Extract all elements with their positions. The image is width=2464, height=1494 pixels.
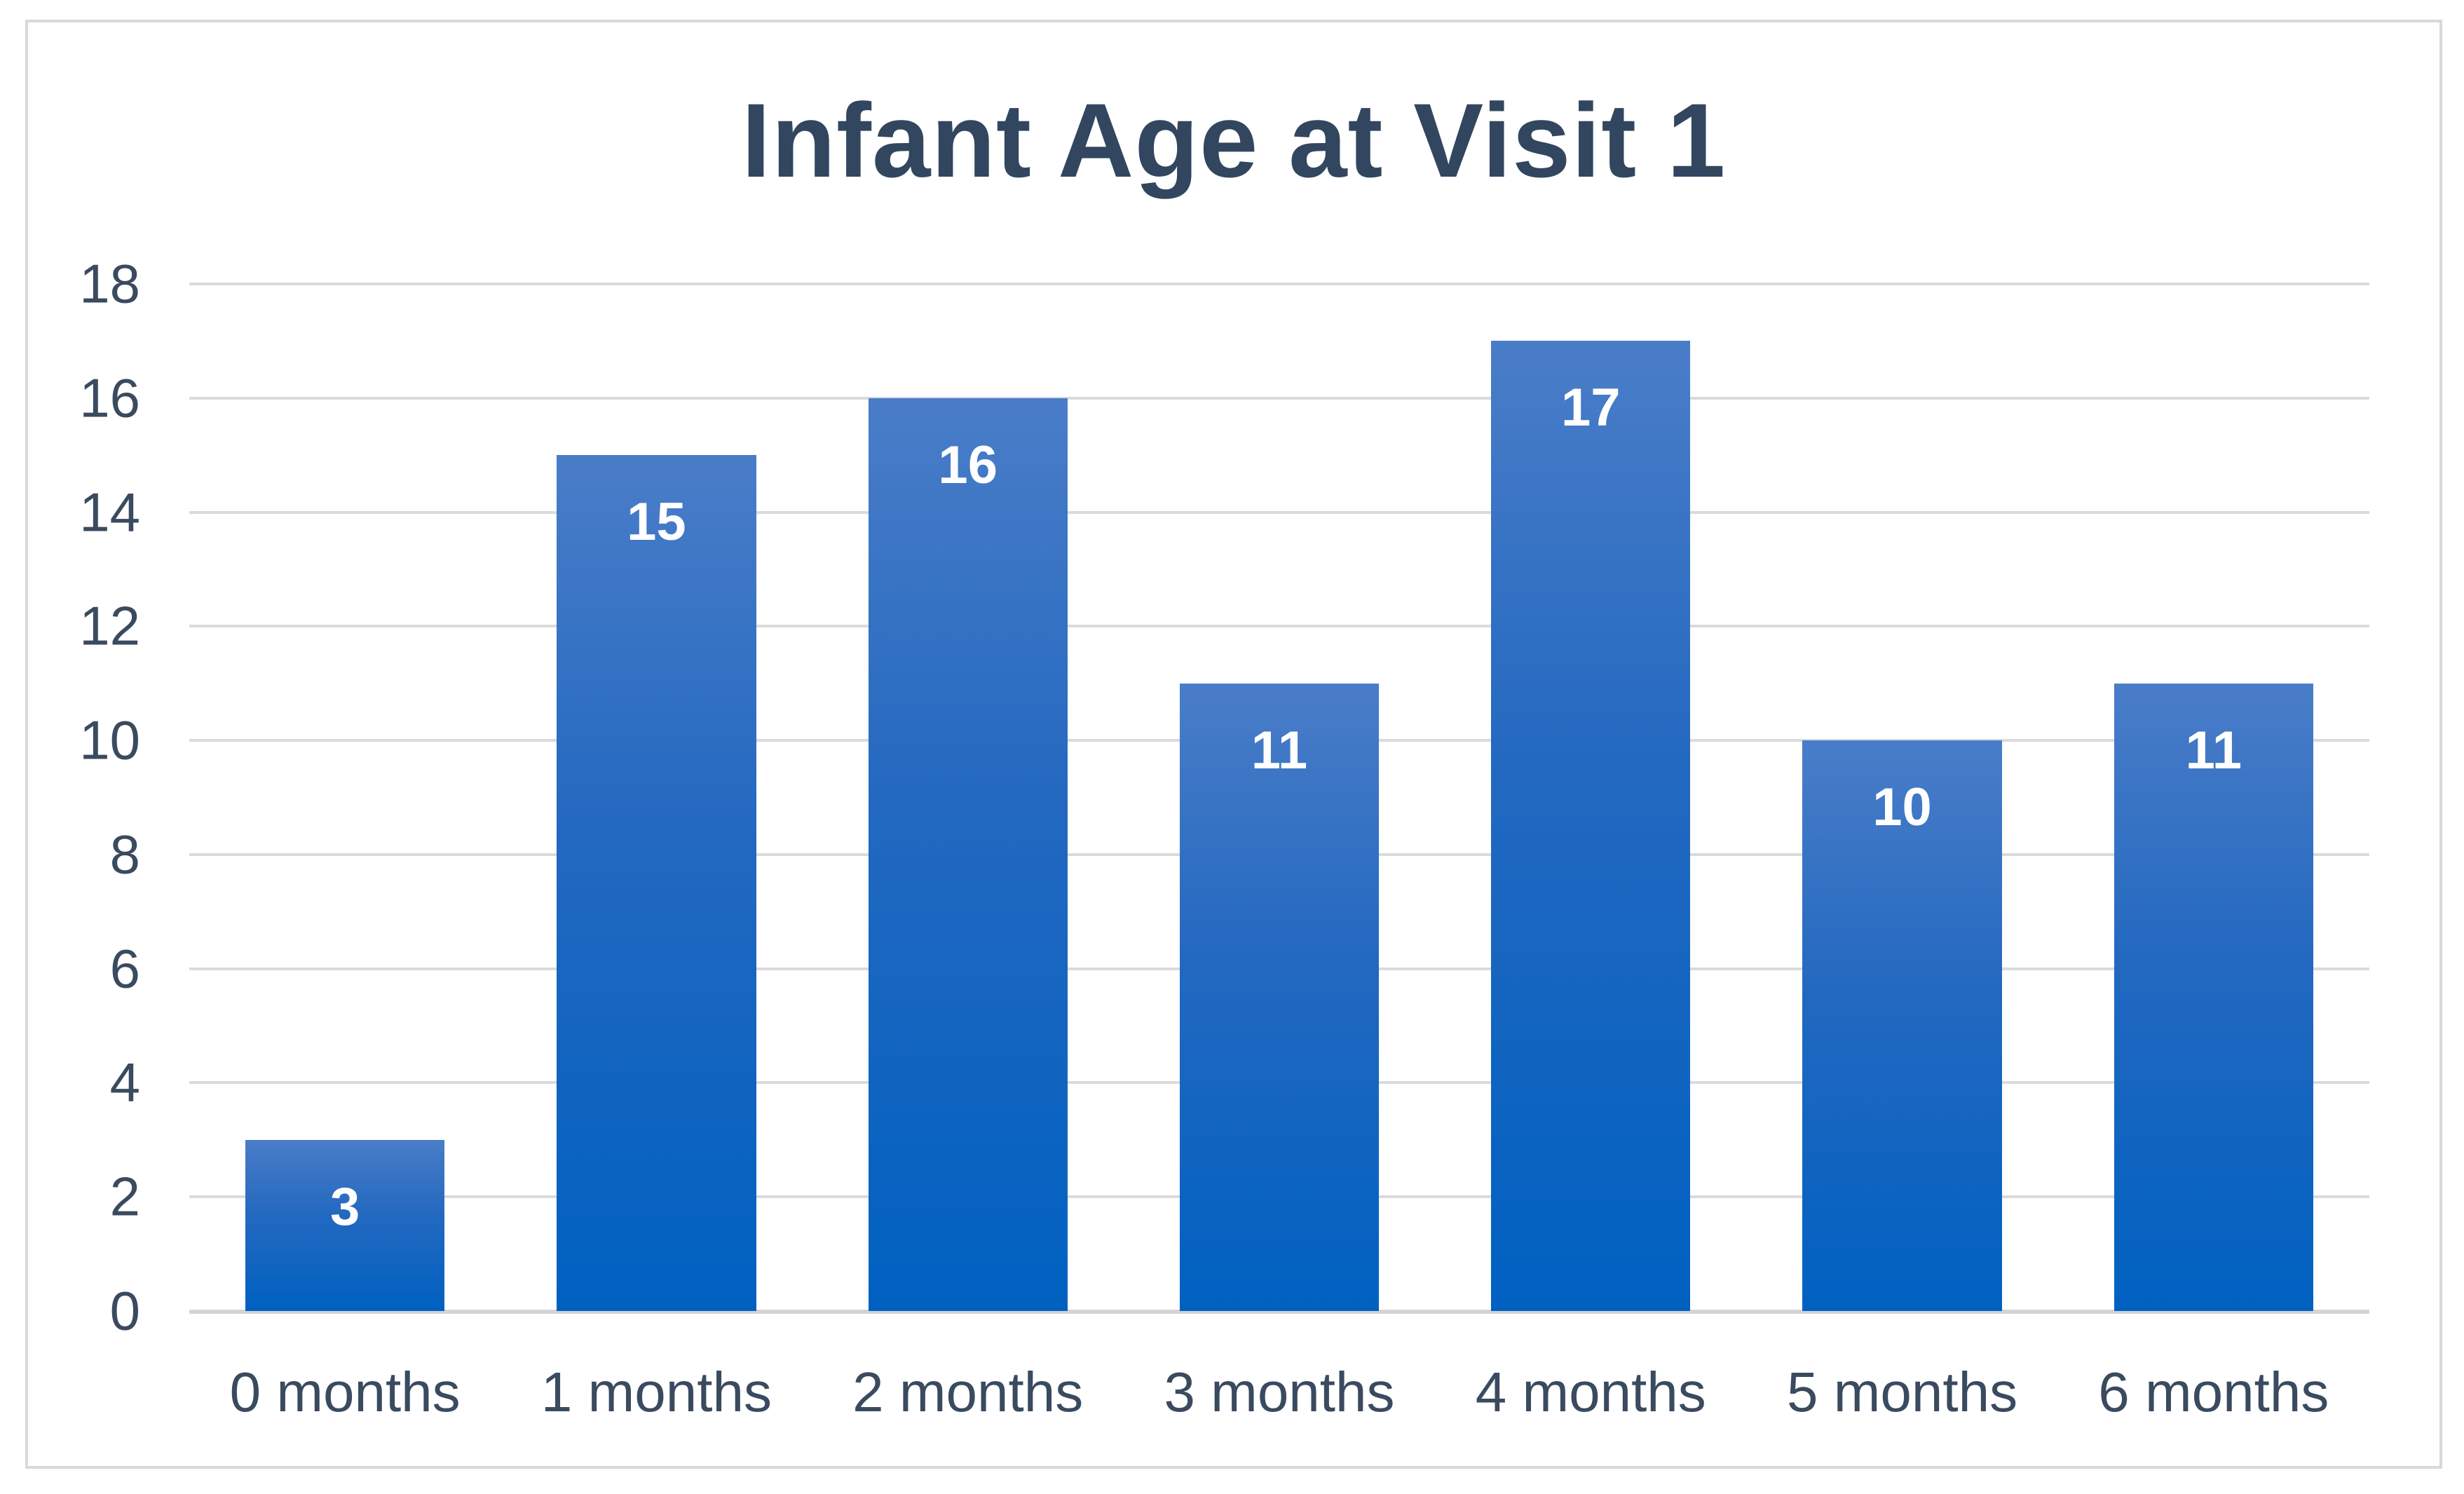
bar: 15 (557, 455, 756, 1311)
y-tick-label: 12 (79, 595, 140, 657)
chart-frame: Infant Age at Visit 1 0 2 4 6 8 10 12 14 16 18 3 1… (25, 20, 2442, 1469)
chart-title: Infant Age at Visit 1 (741, 81, 1727, 199)
bar: 11 (2114, 683, 2313, 1311)
y-tick-label: 2 (109, 1165, 140, 1228)
bar: 10 (1802, 740, 2002, 1311)
plot-area: 0 2 4 6 8 10 12 14 16 18 3 15 16 11 17 10 11 (79, 253, 2369, 1342)
bar: 16 (868, 398, 1068, 1311)
y-tick-label: 14 (79, 481, 140, 543)
gridline (189, 396, 2369, 400)
bar-value-label: 16 (938, 435, 998, 495)
x-tick-label: 2 months (852, 1361, 1084, 1423)
y-tick-label: 18 (79, 252, 140, 315)
y-tick-label: 0 (109, 1279, 140, 1342)
gridline (189, 510, 2369, 514)
bar-slot: 10 (1746, 284, 2057, 1311)
x-tick-label: 5 months (1787, 1361, 2018, 1423)
x-tick-label: 6 months (2098, 1361, 2329, 1423)
bar-value-label: 3 (329, 1176, 360, 1237)
x-tick-label: 4 months (1475, 1361, 1706, 1423)
bar: 11 (1179, 683, 1380, 1311)
x-tick-label: 0 months (229, 1361, 461, 1423)
bar-value-label: 11 (2185, 720, 2242, 780)
gridline (189, 625, 2369, 628)
bar-value-label: 15 (627, 492, 686, 552)
y-tick-label: 10 (79, 709, 140, 771)
x-axis-line (189, 1310, 2369, 1314)
x-tick-label: 3 months (1164, 1361, 1395, 1423)
bar-series: 3 15 16 11 17 10 11 (189, 284, 2369, 1311)
bar-value-label: 11 (1251, 720, 1308, 780)
y-tick-label: 8 (109, 823, 140, 885)
bar-value-label: 10 (1872, 777, 1932, 838)
bar: 17 (1491, 341, 1691, 1311)
bar-slot: 16 (812, 284, 1124, 1311)
gridline (189, 283, 2369, 285)
y-tick-label: 16 (79, 367, 140, 429)
x-tick-label: 1 months (540, 1361, 772, 1423)
y-tick-label: 6 (109, 937, 140, 1000)
bar-slot: 17 (1435, 284, 1746, 1311)
bar-slot: 15 (501, 284, 812, 1311)
y-tick-label: 4 (109, 1051, 140, 1113)
bar-slot: 11 (1124, 284, 1435, 1311)
bar-slot: 11 (2058, 284, 2369, 1311)
bar-slot: 3 (189, 284, 501, 1311)
bar-value-label: 17 (1560, 378, 1621, 438)
bar: 3 (245, 1139, 445, 1311)
x-axis-labels: 0 months 1 months 2 months 3 months 4 months… (189, 1360, 2369, 1425)
